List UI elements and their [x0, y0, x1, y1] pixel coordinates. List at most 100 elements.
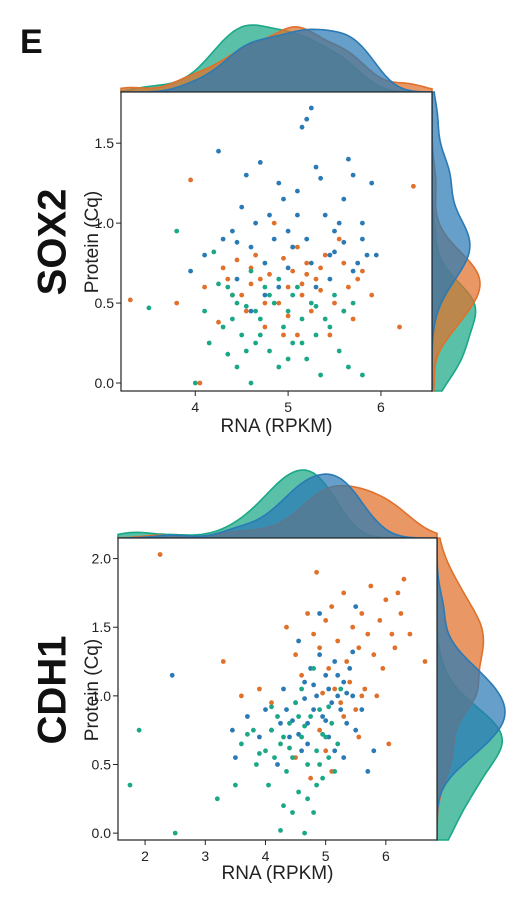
data-point-orange	[360, 268, 365, 274]
data-point-blue	[230, 727, 235, 733]
data-point-blue	[341, 239, 347, 245]
data-point-blue	[278, 720, 283, 726]
data-point-orange	[293, 652, 298, 658]
data-point-green	[211, 249, 217, 255]
data-point-green	[281, 734, 286, 740]
data-point-orange	[305, 611, 310, 616]
data-point-orange	[320, 690, 325, 696]
data-point-green	[302, 830, 307, 836]
data-point-green	[296, 789, 301, 795]
data-point-orange	[359, 611, 365, 616]
data-point-blue	[239, 204, 245, 210]
data-point-green	[245, 731, 250, 737]
data-point-blue	[313, 164, 319, 170]
data-point-green	[332, 292, 337, 298]
data-point-blue	[281, 686, 286, 692]
data-point-orange	[326, 666, 332, 671]
data-point-orange	[422, 659, 428, 664]
data-point-green	[323, 734, 329, 740]
data-point-blue	[335, 672, 341, 678]
data-point-blue	[341, 196, 347, 202]
data-point-orange	[220, 659, 226, 664]
y-tick-label: 2.0	[92, 551, 112, 567]
data-point-blue	[323, 672, 329, 678]
data-point-blue	[344, 690, 350, 696]
data-point-blue	[276, 284, 282, 290]
data-point-blue	[355, 260, 361, 266]
data-point-green	[293, 700, 298, 706]
data-point-blue	[317, 652, 322, 658]
data-point-orange	[243, 308, 249, 314]
data-point-green	[272, 755, 277, 760]
data-point-orange	[188, 177, 194, 183]
data-point-blue	[234, 239, 240, 245]
data-point-blue	[169, 672, 175, 678]
data-point-blue	[341, 755, 347, 760]
data-point-green	[214, 796, 220, 802]
right-density-blue	[431, 91, 471, 391]
data-point-green	[276, 276, 282, 282]
data-point-green	[239, 741, 244, 747]
data-point-green	[146, 305, 152, 311]
x-axis-label: RNA (RPKM)	[222, 863, 334, 884]
data-point-blue	[360, 220, 365, 226]
data-point-orange	[239, 693, 244, 699]
data-point-blue	[365, 769, 371, 774]
data-point-green	[267, 348, 272, 354]
data-point-orange	[322, 252, 328, 258]
data-point-blue	[275, 762, 280, 767]
data-point-green	[308, 300, 314, 306]
data-point-blue	[353, 727, 359, 733]
data-point-orange	[313, 276, 319, 282]
data-point-green	[206, 340, 212, 346]
data-point-blue	[364, 252, 370, 258]
data-point-orange	[327, 332, 333, 338]
data-point-orange	[374, 693, 380, 699]
data-point-green	[248, 380, 254, 386]
y-tick-label: 1.0	[92, 688, 112, 704]
charts-container: SOX2 Protein (Cq)RNA (RPKM)4 5 60.00.51.01.…	[31, 24, 506, 884]
data-point-green	[234, 364, 240, 370]
data-point-green	[225, 351, 231, 357]
data-point-orange	[323, 618, 329, 623]
data-point-blue	[257, 734, 262, 740]
top-density-blue	[121, 28, 433, 93]
data-point-green	[281, 803, 286, 809]
data-point-green	[299, 340, 305, 346]
data-point-orange	[356, 645, 362, 651]
data-point-green	[302, 723, 307, 729]
data-point-blue	[230, 228, 235, 234]
data-point-blue	[299, 124, 305, 130]
data-point-orange	[411, 183, 416, 189]
data-point-green	[335, 741, 341, 747]
x-tick-label: 2	[141, 848, 149, 864]
data-point-green	[299, 686, 304, 692]
x-tick-label: 4	[262, 848, 270, 864]
data-point-blue	[276, 180, 282, 186]
data-point-orange	[332, 300, 337, 306]
x-tick-label: 6	[377, 399, 385, 415]
y-axis-label: Protein (Cq)	[82, 191, 103, 293]
data-point-green	[285, 356, 291, 362]
data-point-orange	[317, 645, 322, 651]
data-point-orange	[284, 624, 289, 630]
data-point-blue	[302, 696, 307, 701]
data-point-blue	[360, 236, 365, 242]
data-point-orange	[285, 313, 291, 319]
data-point-green	[271, 300, 277, 306]
data-point-green	[192, 380, 198, 386]
data-point-green	[257, 332, 263, 338]
data-point-blue	[285, 265, 291, 271]
data-point-green	[275, 714, 280, 719]
data-point-orange	[395, 590, 401, 596]
data-point-blue	[304, 116, 310, 122]
data-point-orange	[269, 700, 274, 706]
data-point-blue	[317, 611, 322, 616]
data-point-green	[305, 796, 310, 802]
data-point-blue	[296, 638, 301, 644]
data-point-blue	[245, 714, 250, 719]
data-point-blue	[304, 236, 310, 242]
data-point-orange	[383, 597, 389, 603]
data-point-orange	[253, 252, 258, 258]
data-point-green	[338, 686, 344, 692]
